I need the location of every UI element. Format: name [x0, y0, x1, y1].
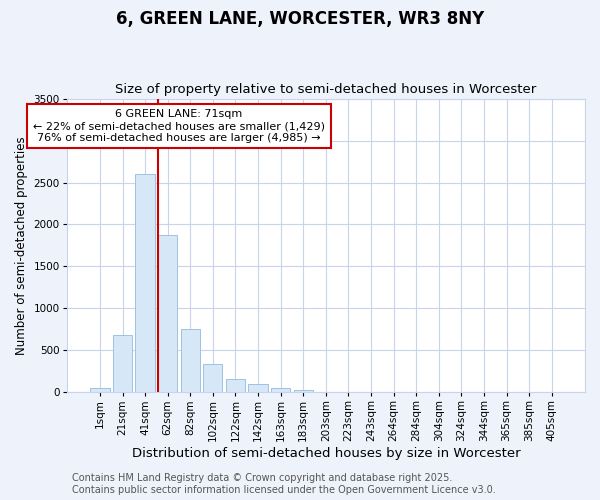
Bar: [136, 174, 155, 392]
Y-axis label: Number of semi-detached properties: Number of semi-detached properties: [15, 136, 28, 355]
Bar: [181, 330, 200, 392]
Bar: [91, 388, 110, 392]
Text: 6 GREEN LANE: 71sqm
← 22% of semi-detached houses are smaller (1,429)
76% of sem: 6 GREEN LANE: 71sqm ← 22% of semi-detach…: [33, 110, 325, 142]
X-axis label: Distribution of semi-detached houses by size in Worcester: Distribution of semi-detached houses by …: [131, 447, 520, 460]
Bar: [293, 390, 313, 392]
Text: Contains HM Land Registry data © Crown copyright and database right 2025.
Contai: Contains HM Land Registry data © Crown c…: [72, 474, 496, 495]
Title: Size of property relative to semi-detached houses in Worcester: Size of property relative to semi-detach…: [115, 83, 536, 96]
Bar: [203, 364, 223, 392]
Bar: [271, 388, 290, 392]
Bar: [113, 336, 132, 392]
Text: 6, GREEN LANE, WORCESTER, WR3 8NY: 6, GREEN LANE, WORCESTER, WR3 8NY: [116, 10, 484, 28]
Bar: [158, 234, 178, 392]
Bar: [248, 384, 268, 392]
Bar: [226, 380, 245, 392]
